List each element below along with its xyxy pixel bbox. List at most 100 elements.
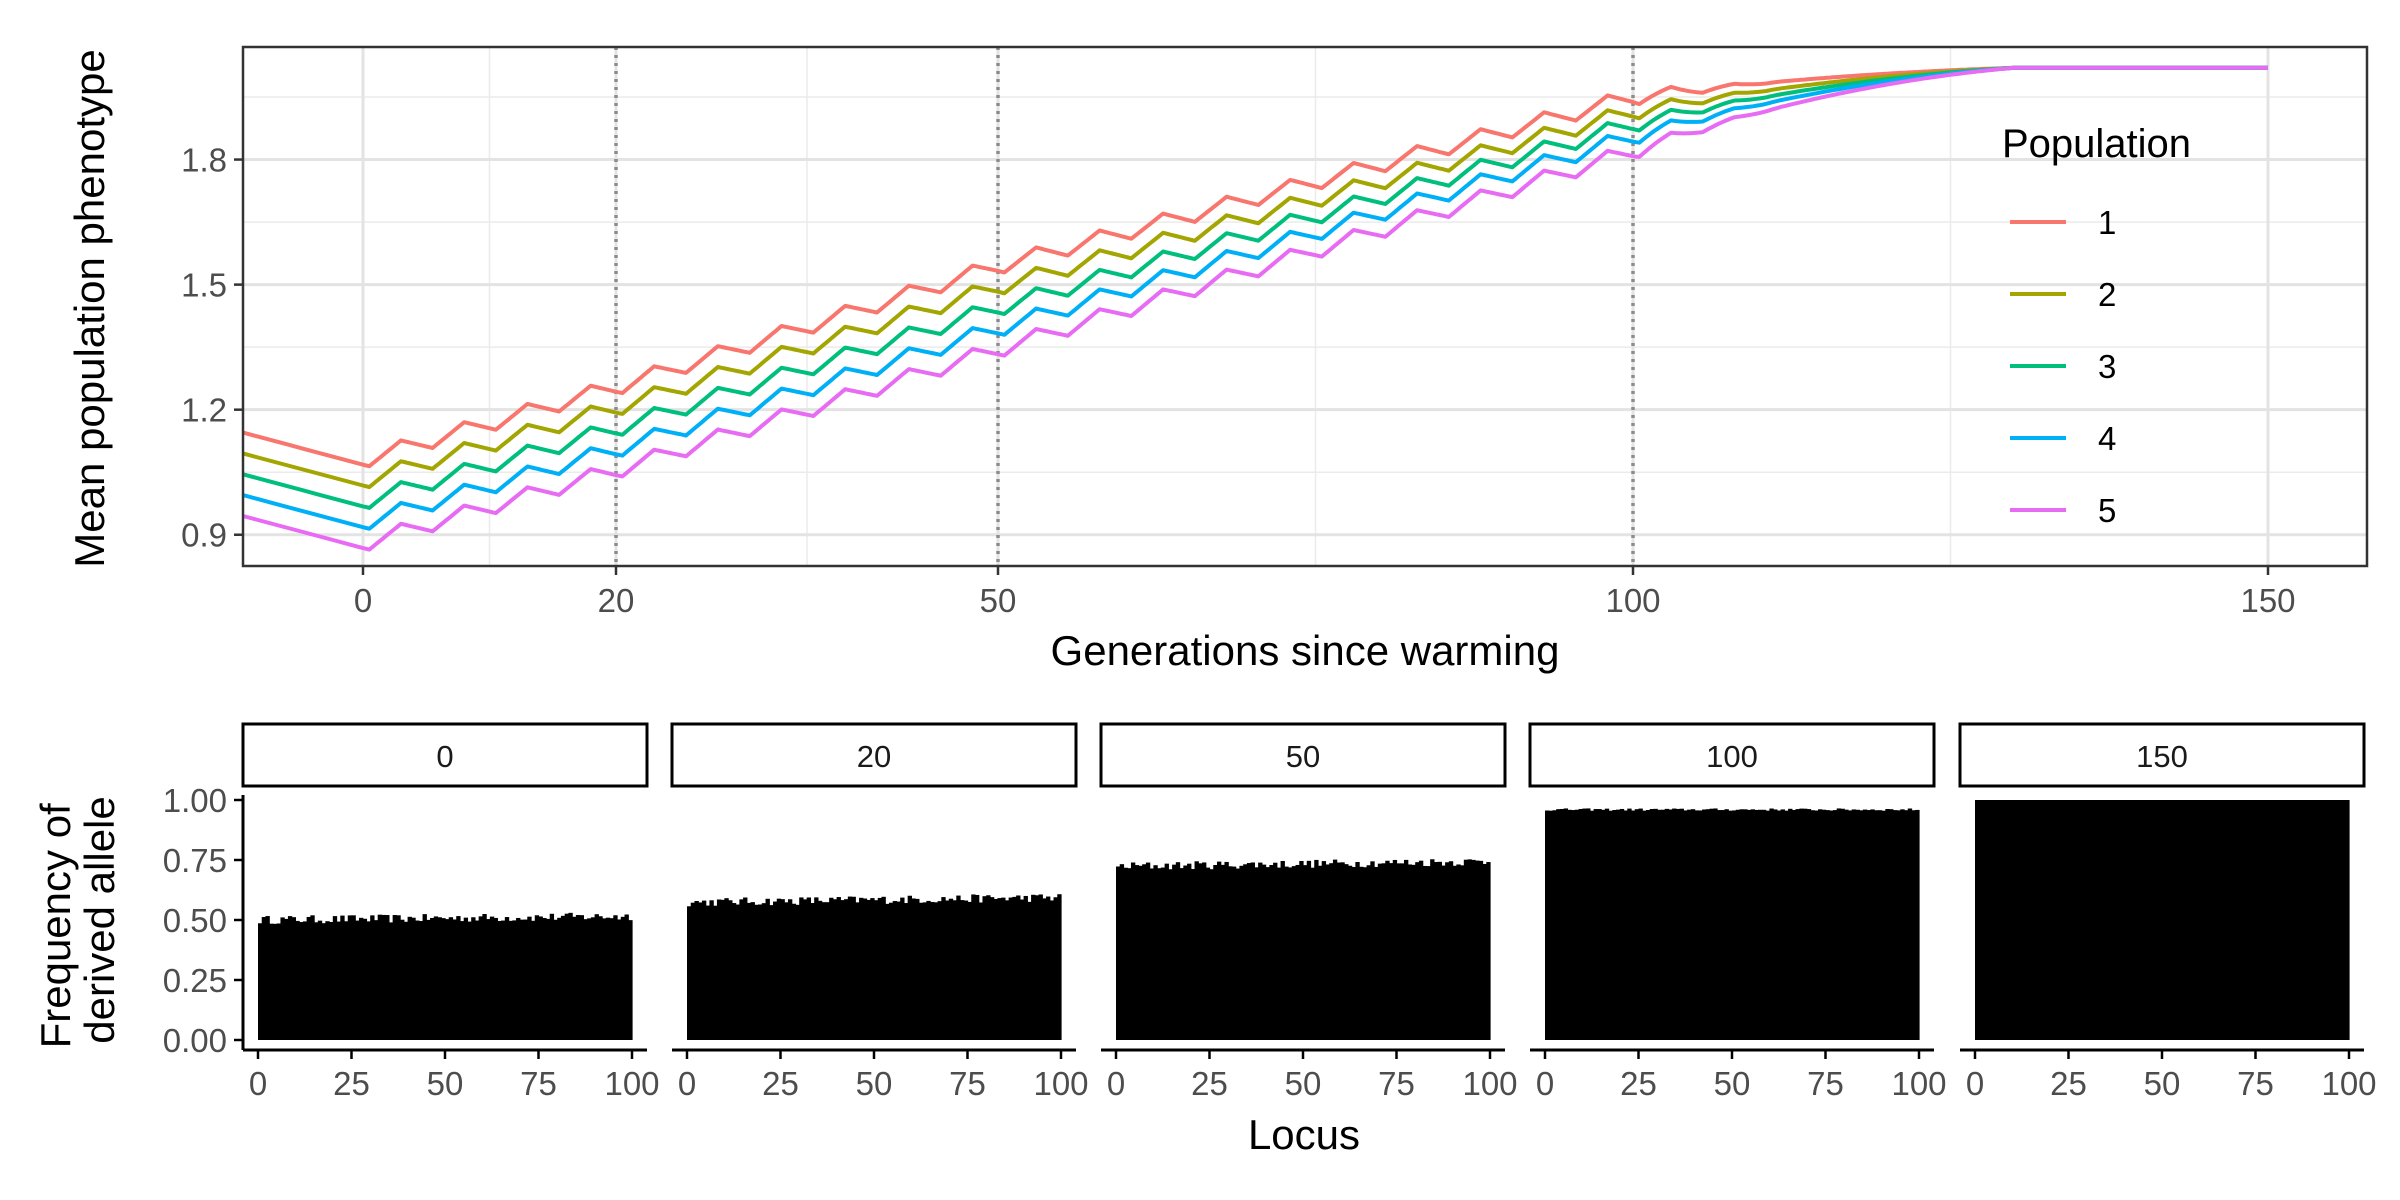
allele-bar-0-15 [310,915,315,1040]
facet-strip-0 [241,722,649,788]
legend-label-1: 1 [2098,204,2116,241]
allele-bar-50-49 [1295,864,1300,1040]
allele-bar-50-88 [1441,865,1446,1040]
allele-bar-100-94 [1892,810,1898,1040]
allele-bar-20-65 [926,900,931,1040]
allele-bar-50-54 [1314,859,1319,1040]
allele-bar-150-38 [2113,800,2118,1040]
allele-bar-20-99 [1053,897,1058,1040]
allele-bar-150-10 [2008,800,2013,1040]
allele-bar-100-89 [1874,810,1879,1040]
allele-bar-50-6 [1134,865,1140,1040]
allele-bar-100-68 [1795,809,1800,1040]
allele-bar-0-5 [272,923,278,1040]
allele-bar-0-48 [433,916,439,1040]
allele-bar-100-32 [1660,809,1666,1040]
allele-bar-0-16 [314,922,319,1040]
allele-bar-150-73 [2244,800,2249,1040]
allele-bar-150-43 [2132,800,2137,1040]
allele-bar-100-9 [1574,809,1580,1040]
allele-bar-100-56 [1750,809,1756,1040]
facet-x-tick-label-100-50: 50 [1714,1065,1751,1102]
allele-bar-150-54 [2173,800,2178,1040]
allele-bar-20-16 [743,897,748,1040]
allele-bar-20-88 [1012,896,1017,1040]
allele-bar-100-84 [1855,809,1860,1040]
allele-bar-20-42 [840,900,845,1040]
allele-bar-50-89 [1445,862,1450,1040]
allele-bar-50-48 [1291,866,1297,1040]
allele-bar-20-92 [1027,901,1032,1040]
allele-bar-0-1 [258,923,263,1040]
allele-bar-100-98 [1907,808,1913,1040]
allele-bar-20-72 [952,900,957,1040]
allele-bar-20-50 [870,898,875,1040]
allele-bar-100-26 [1638,808,1643,1040]
allele-frequency-facets: 0 0.00 0.25 0.50 0.75 1.00 0 25 50 75 100 20 0 25 50 75… [163,722,2377,1102]
facet-x-tick-label-100-0: 0 [1536,1065,1554,1102]
allele-bar-20-95 [1038,894,1043,1040]
allele-bar-150-28 [2075,800,2081,1040]
allele-bar-20-57 [896,901,901,1040]
allele-bar-150-36 [2105,800,2111,1040]
allele-bar-150-24 [2061,800,2066,1040]
allele-bar-150-80 [2270,800,2275,1040]
allele-bar-50-17 [1175,862,1181,1040]
allele-bar-20-97 [1046,896,1051,1040]
allele-bar-50-87 [1437,861,1442,1040]
allele-bar-50-94 [1463,859,1469,1040]
allele-bar-20-58 [900,897,905,1040]
allele-bar-150-50 [2158,800,2163,1040]
allele-bar-50-25 [1205,867,1211,1040]
facet-x-tick-label-0-0: 0 [249,1065,267,1102]
allele-bar-50-41 [1265,867,1270,1040]
allele-bar-100-8 [1571,810,1576,1040]
allele-bar-20-100 [1057,894,1062,1040]
allele-bar-100-63 [1776,810,1782,1040]
allele-bar-50-90 [1448,861,1454,1040]
allele-bar-150-100 [2345,800,2350,1040]
allele-bar-100-15 [1597,809,1602,1040]
allele-bar-100-37 [1679,808,1684,1040]
allele-bar-100-49 [1724,809,1729,1040]
allele-bar-150-37 [2109,800,2114,1040]
allele-bar-20-87 [1008,897,1013,1040]
allele-bar-20-71 [948,898,954,1040]
facet-strip-label-0: 0 [436,739,453,774]
allele-bar-20-79 [978,902,984,1040]
allele-bar-50-96 [1471,859,1476,1040]
allele-bar-100-21 [1619,808,1625,1040]
allele-bar-0-17 [317,920,323,1040]
facet-x-tick-label-0-25: 25 [333,1065,370,1102]
allele-bar-20-47 [859,897,864,1040]
top-panel-background [243,47,2367,566]
allele-bar-0-95 [609,918,614,1040]
allele-bar-0-74 [531,920,536,1040]
allele-bar-100-42 [1698,810,1703,1040]
allele-bar-150-16 [2031,800,2036,1040]
allele-bar-100-14 [1593,809,1598,1040]
allele-bar-50-85 [1430,859,1435,1040]
allele-bar-150-13 [2019,800,2025,1040]
allele-bar-150-76 [2255,800,2260,1040]
allele-bar-20-26 [780,899,785,1040]
allele-bar-50-65 [1355,861,1360,1040]
allele-bar-150-19 [2042,800,2047,1040]
allele-bar-100-3 [1552,810,1557,1040]
allele-bar-50-35 [1243,864,1248,1040]
allele-bar-20-11 [724,898,729,1040]
allele-bar-50-40 [1261,864,1267,1040]
allele-bar-20-33 [806,897,812,1040]
allele-bar-150-33 [2094,800,2100,1040]
allele-bar-0-61 [482,914,487,1040]
allele-bar-50-72 [1381,863,1386,1040]
allele-bar-20-56 [892,901,898,1040]
allele-bar-150-1 [1975,800,1980,1040]
allele-bar-100-62 [1773,809,1778,1040]
allele-bar-20-21 [761,903,767,1040]
allele-bar-50-52 [1306,860,1312,1040]
allele-bar-100-61 [1769,808,1774,1040]
allele-bar-100-99 [1911,810,1916,1040]
allele-bar-50-82 [1418,860,1424,1040]
allele-bar-20-24 [773,901,778,1040]
